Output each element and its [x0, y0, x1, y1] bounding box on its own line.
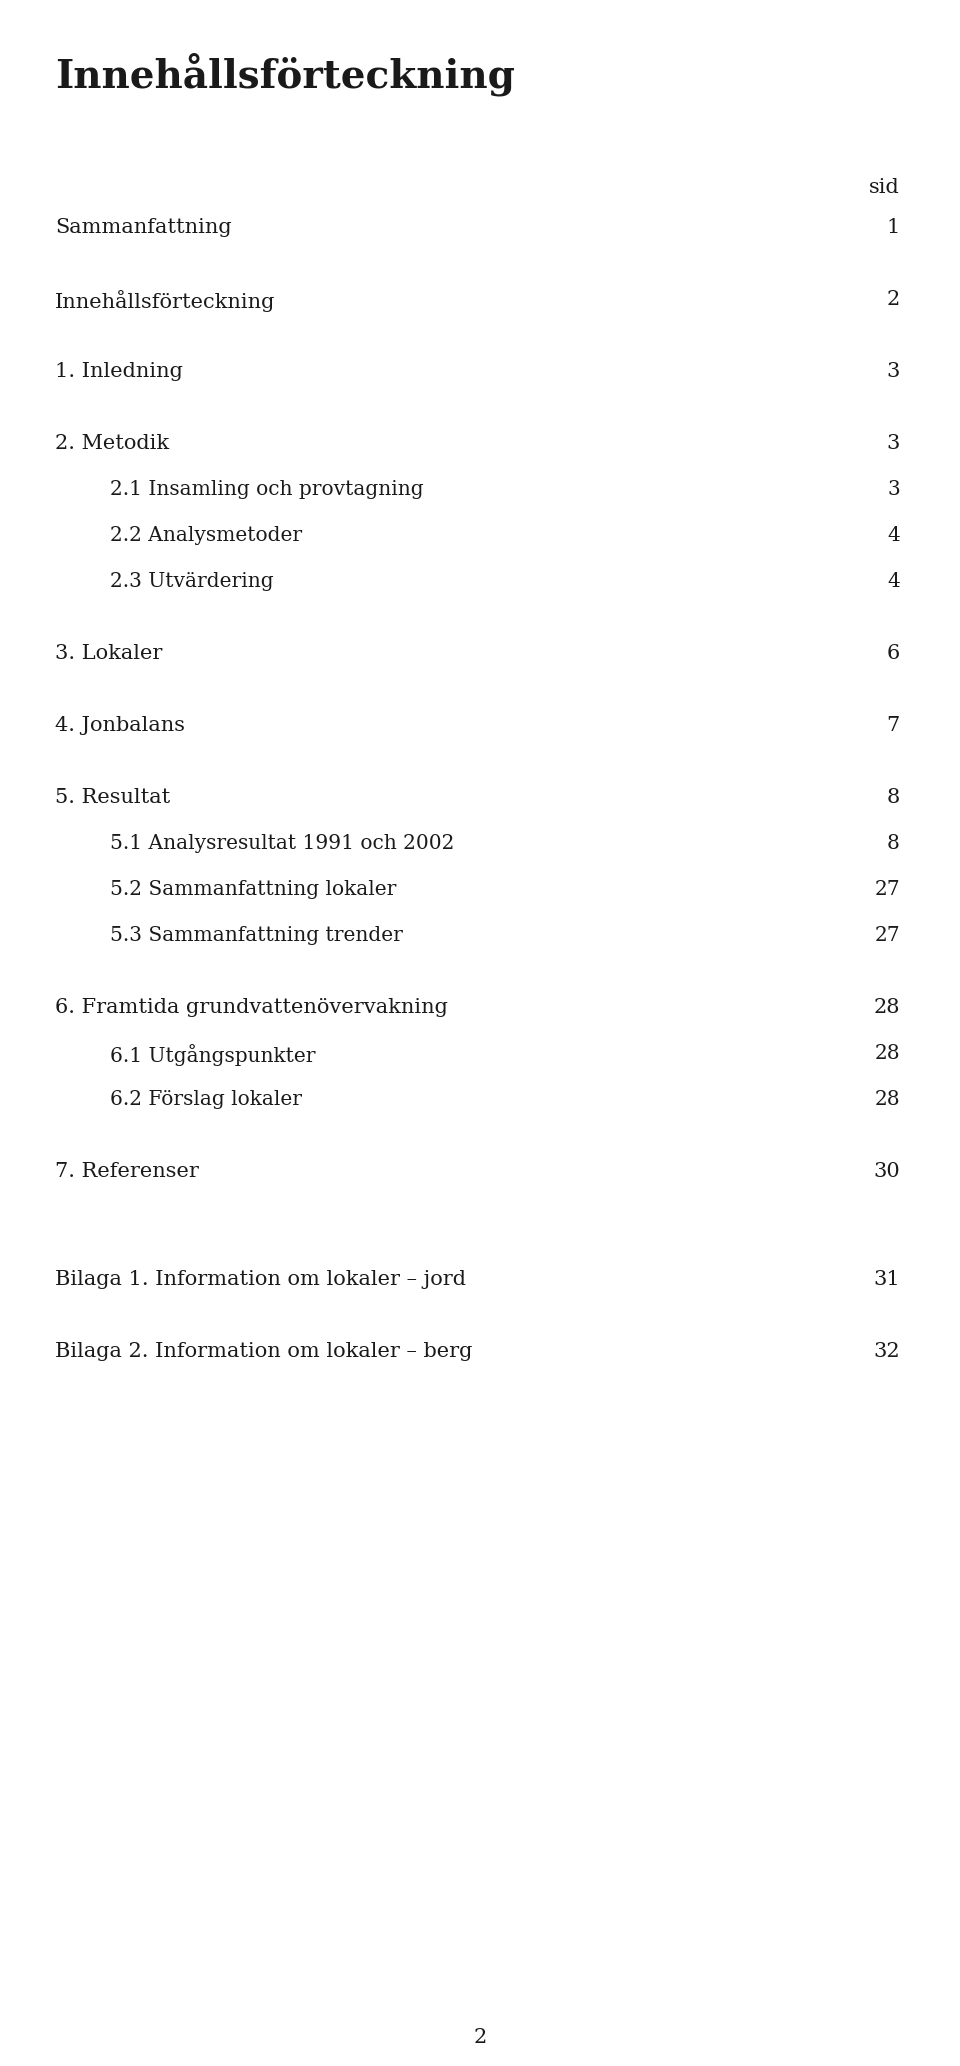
Text: 4: 4: [887, 527, 900, 545]
Text: 5.3 Sammanfattning trender: 5.3 Sammanfattning trender: [110, 926, 403, 944]
Text: 3: 3: [887, 434, 900, 452]
Text: 2: 2: [887, 289, 900, 310]
Text: 3: 3: [887, 479, 900, 500]
Text: 4: 4: [887, 572, 900, 591]
Text: 1: 1: [887, 219, 900, 238]
Text: 5.2 Sammanfattning lokaler: 5.2 Sammanfattning lokaler: [110, 880, 396, 899]
Text: 6: 6: [887, 645, 900, 663]
Text: 8: 8: [887, 835, 900, 853]
Text: Sammanfattning: Sammanfattning: [55, 219, 231, 238]
Text: Innehållsförteckning: Innehållsförteckning: [55, 52, 515, 95]
Text: 7. Referenser: 7. Referenser: [55, 1161, 199, 1182]
Text: 2.2 Analysmetoder: 2.2 Analysmetoder: [110, 527, 302, 545]
Text: sid: sid: [869, 178, 900, 196]
Text: 2.3 Utvärdering: 2.3 Utvärdering: [110, 572, 274, 591]
Text: 7: 7: [887, 717, 900, 735]
Text: 28: 28: [875, 1043, 900, 1064]
Text: 4. Jonbalans: 4. Jonbalans: [55, 717, 185, 735]
Text: 6.2 Förslag lokaler: 6.2 Förslag lokaler: [110, 1091, 302, 1109]
Text: 2: 2: [473, 2029, 487, 2047]
Text: 32: 32: [874, 1343, 900, 1361]
Text: 3: 3: [887, 362, 900, 380]
Text: 8: 8: [887, 787, 900, 808]
Text: 6. Framtida grundvattenövervakning: 6. Framtida grundvattenövervakning: [55, 998, 448, 1016]
Text: 5.1 Analysresultat 1991 och 2002: 5.1 Analysresultat 1991 och 2002: [110, 835, 454, 853]
Text: 6.1 Utgångspunkter: 6.1 Utgångspunkter: [110, 1043, 316, 1066]
Text: Innehållsförteckning: Innehållsförteckning: [55, 289, 276, 312]
Text: 2.1 Insamling och provtagning: 2.1 Insamling och provtagning: [110, 479, 423, 500]
Text: 5. Resultat: 5. Resultat: [55, 787, 170, 808]
Text: 28: 28: [875, 1091, 900, 1109]
Text: Bilaga 2. Information om lokaler – berg: Bilaga 2. Information om lokaler – berg: [55, 1343, 472, 1361]
Text: 2. Metodik: 2. Metodik: [55, 434, 169, 452]
Text: 1. Inledning: 1. Inledning: [55, 362, 182, 380]
Text: 31: 31: [874, 1271, 900, 1289]
Text: 27: 27: [875, 880, 900, 899]
Text: 3. Lokaler: 3. Lokaler: [55, 645, 162, 663]
Text: 27: 27: [875, 926, 900, 944]
Text: Bilaga 1. Information om lokaler – jord: Bilaga 1. Information om lokaler – jord: [55, 1271, 466, 1289]
Text: 28: 28: [874, 998, 900, 1016]
Text: 30: 30: [874, 1161, 900, 1182]
